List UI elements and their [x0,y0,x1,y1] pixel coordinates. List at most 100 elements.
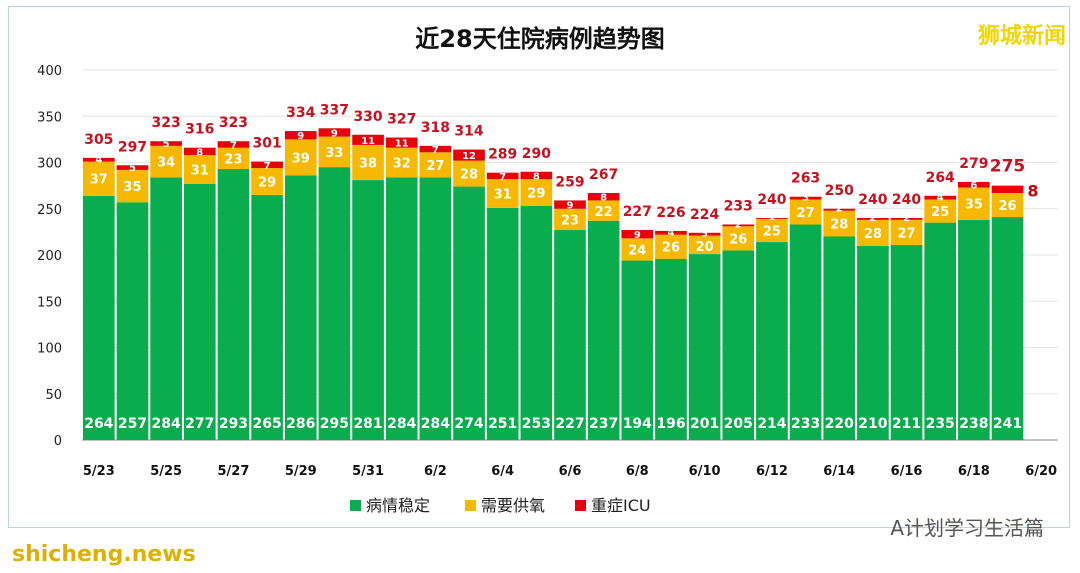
x-tick-label: 6/2 [424,464,447,479]
total-label: 240 [892,192,921,208]
bar-segment-icu [520,171,553,180]
bar-segment-stable [150,177,182,441]
total-label: 327 [387,112,416,128]
data-label-oxygen: 20 [696,240,714,255]
x-tick-label: 6/12 [756,464,788,479]
total-label: 275 [990,157,1026,177]
data-label-oxygen: 26 [662,241,680,256]
data-label-icu: 8 [196,147,203,158]
total-label: 250 [825,183,854,199]
data-label-stable: 241 [993,416,1022,432]
total-label: 267 [589,167,618,183]
data-label-oxygen: 39 [292,151,310,166]
data-label-oxygen: 29 [527,187,545,202]
total-label: 259 [555,174,584,190]
x-tick-label: 5/27 [218,464,250,479]
bar-segment-icu [284,131,317,140]
data-label-stable: 214 [757,416,786,432]
data-label-icu: 12 [462,151,476,162]
data-label-oxygen: 25 [763,224,781,239]
total-label: 264 [926,170,955,186]
bar-segment-icu [621,230,654,239]
data-label-stable: 251 [488,416,517,432]
bar-segment-icu [789,196,822,200]
bar-segment-icu [991,185,1024,194]
data-label-stable: 281 [353,416,382,432]
x-tick-label: 6/14 [823,464,855,479]
bar-segment-oxygen [251,168,283,195]
data-label-oxygen: 35 [123,180,141,195]
chart-title: 近28天住院病例趋势图 [415,25,664,53]
x-tick-label: 5/31 [352,464,384,479]
total-label: 226 [656,205,685,221]
data-label-icu: 9 [297,131,304,142]
total-label: 290 [522,146,551,162]
x-tick-label: 5/29 [285,464,317,479]
legend-label: 需要供氧 [481,496,545,515]
watermark-bottom-right: A计划学习生活篇 [890,516,1044,540]
y-tick-label: 250 [37,203,62,218]
data-label-oxygen: 28 [864,227,882,242]
bar-segment-stable [857,245,889,440]
bar-segment-stable [890,244,923,440]
data-label-oxygen: 26 [729,232,747,247]
data-label-stable: 274 [454,416,483,432]
bar-segment-icu [453,149,485,161]
watermark-top-right: 狮城新闻 [977,24,1066,49]
bar-segment-icu [924,195,957,200]
bar-segment-oxygen [554,208,586,231]
x-tick-label: 6/16 [891,464,923,479]
bar-segment-oxygen [991,193,1024,218]
bar-segment-oxygen [958,187,990,220]
bar-segment-oxygen [621,238,654,261]
data-label-icu: 9 [567,201,574,212]
bar-segment-icu [183,147,216,156]
data-label-oxygen: 28 [830,218,848,233]
data-label-icu: 7 [499,172,506,183]
total-label: 263 [791,171,820,187]
bar-segment-icu [150,141,182,146]
data-label-stable: 210 [858,416,887,432]
total-label: 323 [152,115,181,131]
data-label-stable: 257 [118,416,147,432]
bar-segment-stable [284,175,317,440]
bar-segment-stable [520,205,553,440]
x-tick-label: 6/20 [1025,464,1057,479]
bar-segment-oxygen [83,161,115,196]
data-label-oxygen: 24 [628,243,646,258]
bar-segment-icu [587,193,620,201]
data-label-oxygen: 29 [258,175,276,190]
bar-segment-oxygen [722,226,755,251]
data-label-icu: 7 [264,161,271,172]
total-label: 337 [320,102,349,118]
bar-segment-stable [385,177,418,441]
x-tick-label: 6/8 [626,464,649,479]
bar-segment-oxygen [150,145,182,178]
data-label-stable: 286 [286,416,315,432]
bar-segment-oxygen [688,235,721,255]
data-label-oxygen: 31 [494,187,512,202]
bar-segment-oxygen [116,169,149,203]
bar-segment-stable [991,217,1024,440]
data-label-stable: 235 [926,416,955,432]
data-label-icu: 2 [836,204,843,215]
bar-segment-icu [958,181,990,188]
bar-segment-icu [251,161,283,169]
data-label-icu: 2 [735,219,742,230]
x-tick-label: 6/18 [958,464,990,479]
bar-segment-stable [116,202,149,440]
bar-segment-stable [486,207,519,440]
data-label-oxygen: 37 [90,173,108,188]
bar-segment-stable [621,260,654,440]
bar-segment-oxygen [486,179,519,208]
bar-segment-oxygen [857,219,889,246]
bar-segment-stable [352,180,384,440]
data-label-oxygen: 33 [325,146,343,161]
y-tick-label: 50 [45,388,62,403]
data-label-icu: 7 [230,140,237,151]
y-tick-label: 200 [37,249,62,264]
bar-segment-oxygen [352,144,384,181]
bar-segment-oxygen [183,155,216,184]
bar-segment-icu [756,218,788,219]
bar-segment-icu [83,157,115,162]
